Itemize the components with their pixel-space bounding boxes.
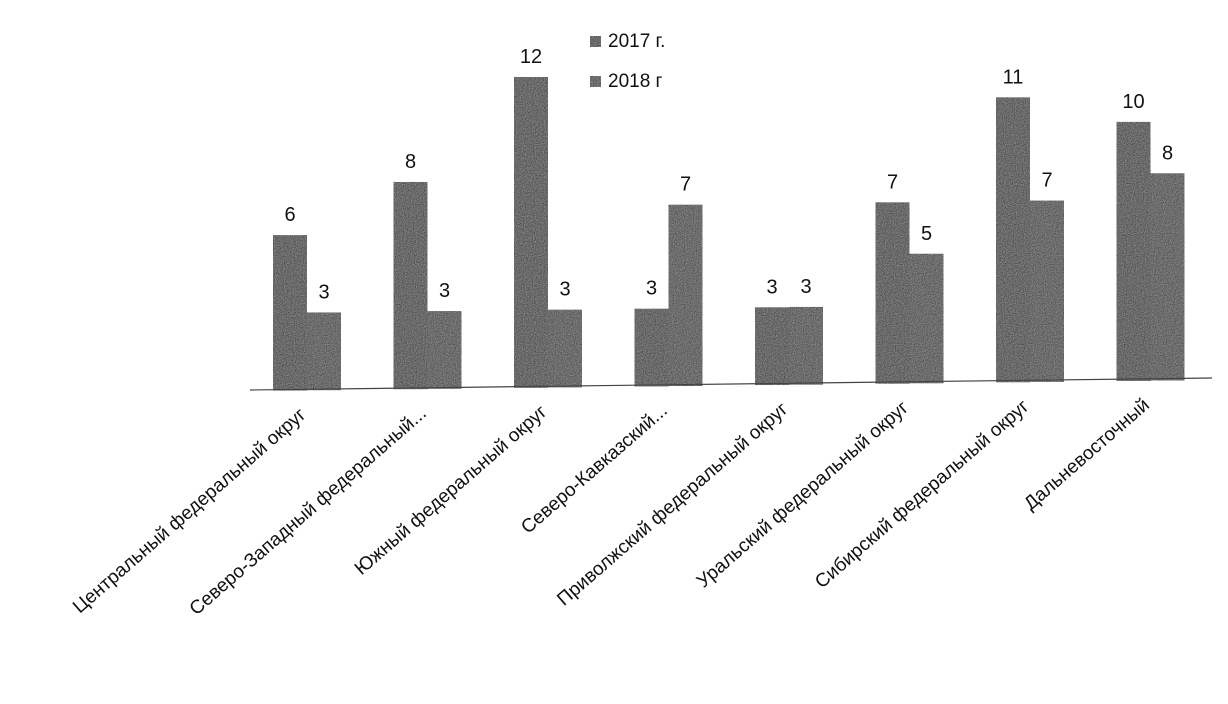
- legend-swatch-2017: [590, 36, 601, 47]
- x-tick-label-3: Южный федеральный округ: [351, 401, 551, 579]
- bar-2017-cat-6: [875, 202, 910, 384]
- legend-label-2018: 2018 г: [608, 71, 663, 92]
- x-tick-labels-layer: Центральный федеральный округСеверо-Запа…: [69, 395, 1154, 620]
- x-tick-label-1: Центральный федеральный округ: [69, 404, 310, 618]
- bar-2017-cat-1: [273, 235, 307, 391]
- bar-2018-cat-3: [548, 309, 582, 388]
- bar-2018-cat-7: [1030, 200, 1064, 382]
- data-label-2017-cat-5: 3: [766, 276, 777, 298]
- bar-2017-cat-3: [514, 76, 548, 388]
- bar-2018-cat-6: [909, 253, 944, 384]
- legend: 2017 г. 2018 г: [590, 31, 665, 92]
- data-label-2018-cat-2: 3: [439, 280, 450, 302]
- data-label-2018-cat-4: 7: [680, 174, 691, 196]
- data-label-2017-cat-2: 8: [405, 151, 416, 173]
- data-label-2017-cat-7: 11: [1003, 66, 1024, 88]
- x-tick-label-8: Дальневосточный: [1020, 395, 1154, 515]
- data-label-2018-cat-1: 3: [318, 281, 329, 303]
- x-axis-line: [249, 377, 1213, 391]
- data-label-2018-cat-8: 8: [1162, 142, 1173, 164]
- data-label-2018-cat-6: 5: [921, 223, 932, 245]
- bar-2018-cat-4: [668, 204, 703, 387]
- bar-2018-cat-5: [789, 306, 823, 385]
- data-label-2017-cat-4: 3: [646, 278, 657, 300]
- data-label-2018-cat-5: 3: [800, 276, 811, 298]
- x-tick-label-5: Приволжский федеральный округ: [553, 399, 792, 611]
- data-label-2017-cat-3: 12: [520, 46, 542, 68]
- x-tick-label-6: Уральский федеральный округ: [693, 397, 913, 592]
- bar-2018-cat-1: [307, 312, 341, 391]
- data-labels-layer: 6 3 8 3 12 3 3 7 3 3 7 5 11 7 10 8: [284, 46, 1173, 303]
- x-tick-label-2: Северо-Западный федеральный...: [186, 403, 431, 620]
- bars-layer: [273, 76, 1185, 391]
- data-label-2017-cat-1: 6: [284, 204, 295, 226]
- legend-label-2017: 2017 г.: [608, 31, 665, 52]
- bar-2017-cat-5: [755, 307, 789, 386]
- bar-2018-cat-8: [1150, 173, 1185, 381]
- data-label-2017-cat-6: 7: [887, 171, 898, 193]
- bar-2017-cat-7: [996, 97, 1030, 383]
- bar-2017-cat-2: [393, 181, 428, 390]
- data-label-2018-cat-3: 3: [559, 279, 570, 301]
- data-label-2017-cat-8: 10: [1122, 91, 1144, 113]
- bar-2017-cat-4: [634, 308, 669, 387]
- bar-2017-cat-8: [1116, 121, 1151, 381]
- data-label-2018-cat-7: 7: [1041, 170, 1052, 192]
- x-tick-label-7: Сибирский федеральный округ: [811, 396, 1033, 593]
- legend-swatch-2018: [590, 76, 601, 87]
- bar-2018-cat-2: [427, 311, 462, 389]
